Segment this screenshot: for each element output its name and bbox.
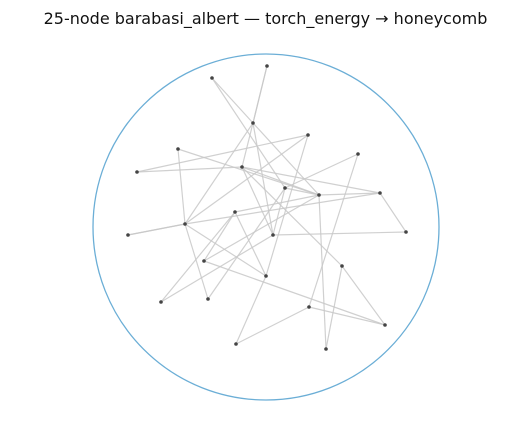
- graph-node: [404, 230, 408, 234]
- graph-edge: [184, 223, 267, 277]
- graph-edge: [235, 306, 310, 345]
- graph-node: [126, 233, 130, 237]
- graph-edge: [184, 122, 254, 225]
- graph-edge: [325, 265, 343, 350]
- graph-edge: [234, 211, 267, 277]
- graph-edge: [184, 223, 209, 300]
- graph-edge: [241, 166, 343, 267]
- graph-node: [210, 76, 214, 80]
- graph-edge: [341, 265, 386, 326]
- graph-edge: [211, 77, 286, 189]
- graph-edge: [207, 187, 286, 300]
- graph-node: [176, 147, 180, 151]
- graph-edge: [241, 122, 254, 168]
- graph-node: [283, 186, 287, 190]
- graph-edge: [203, 211, 236, 262]
- graph-edge: [241, 166, 320, 196]
- graph-node: [183, 222, 187, 226]
- graph-node: [265, 64, 269, 68]
- nodes-layer: [126, 64, 408, 351]
- graph-node: [251, 121, 255, 125]
- graph-edge: [252, 122, 274, 236]
- graph-edge: [136, 134, 309, 173]
- graph-edge: [318, 194, 327, 350]
- graph-node: [340, 264, 344, 268]
- graph-node: [324, 347, 328, 351]
- graph-edge: [160, 211, 236, 303]
- graph-edge: [234, 194, 320, 213]
- graph-node: [206, 297, 210, 301]
- graph-edge: [127, 223, 186, 236]
- graph-edge: [272, 187, 286, 236]
- graph-node: [264, 274, 268, 278]
- graph-node: [135, 170, 139, 174]
- graph-edge: [241, 166, 274, 236]
- graph-node: [234, 342, 238, 346]
- graph-edge: [308, 306, 386, 326]
- graph-edge: [235, 275, 267, 345]
- graph-edge: [265, 134, 309, 277]
- graph-node: [306, 133, 310, 137]
- graph-node: [240, 165, 244, 169]
- graph-edge: [241, 166, 381, 194]
- graph-edge: [252, 122, 320, 196]
- graph-node: [317, 193, 321, 197]
- edges-layer: [127, 65, 407, 350]
- graph-node: [356, 152, 360, 156]
- graph-node: [233, 210, 237, 214]
- graph-node: [271, 233, 275, 237]
- chart-title: 25-node barabasi_albert — torch_energy →…: [43, 9, 488, 28]
- graph-edge: [177, 148, 186, 225]
- graph-node: [202, 259, 206, 263]
- graph-edge: [252, 65, 268, 124]
- graph-edge: [211, 77, 254, 124]
- boundary-circle: [92, 53, 440, 401]
- graph-edge: [203, 260, 386, 326]
- graph-edge: [184, 134, 309, 225]
- graph-edge: [160, 234, 274, 303]
- graph-edge: [308, 153, 359, 308]
- graph-edge: [136, 166, 243, 173]
- graph-node: [383, 323, 387, 327]
- graph-node: [378, 191, 382, 195]
- graph-edge: [272, 231, 407, 236]
- graph-node: [159, 300, 163, 304]
- graph-edge: [379, 192, 407, 233]
- graph-edge: [177, 148, 320, 196]
- graph-edge: [284, 153, 359, 189]
- graph-edge: [284, 187, 320, 196]
- graph-node: [307, 305, 311, 309]
- graph-edge: [184, 192, 381, 225]
- graph-edge: [318, 192, 381, 196]
